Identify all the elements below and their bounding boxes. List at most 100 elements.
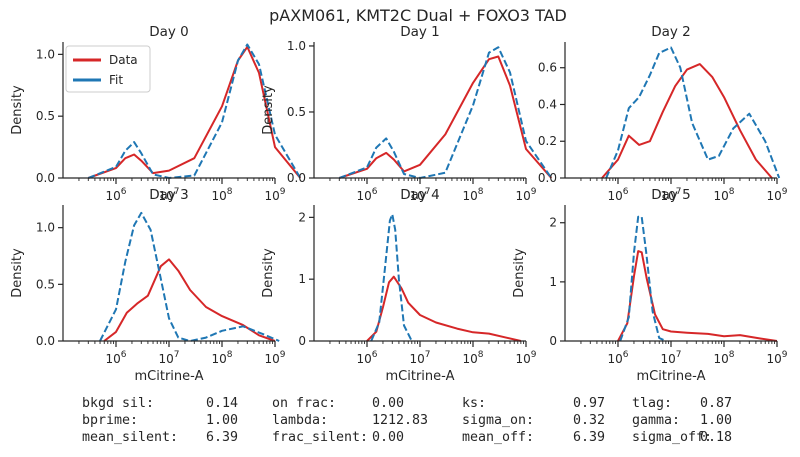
param-key: tlag: <box>632 396 673 411</box>
x-tick-label: 108 <box>713 350 734 366</box>
param-cell: frac_silent: 0.00 <box>272 429 462 446</box>
param-key: lambda: <box>272 413 329 428</box>
param-key: bprime: <box>82 413 139 428</box>
series-fit-line <box>605 46 781 179</box>
x-tick-label: 106 <box>607 187 628 203</box>
param-value: 0.00 <box>372 430 405 445</box>
param-key: ks: <box>462 396 487 411</box>
x-tick-label: 107 <box>660 350 681 366</box>
param-value: 0.18 <box>700 430 733 445</box>
x-tick-label: 108 <box>462 187 483 203</box>
x-tick-label: 108 <box>211 350 232 366</box>
param-cell: tlag: 0.87 <box>632 395 792 412</box>
series-fit-line <box>87 43 302 179</box>
series-fit-line <box>99 211 280 342</box>
param-cell: mean_silent: 6.39 <box>82 429 272 446</box>
param-cell: lambda: 1212.83 <box>272 412 462 429</box>
param-cell: bkgd sil: 0.14 <box>82 395 272 412</box>
y-axis-label: Density <box>261 248 276 298</box>
y-axis-label: Density <box>10 248 25 298</box>
series-data-line <box>601 63 773 179</box>
x-axis-label: mCitrine-A <box>135 369 204 384</box>
param-key: frac_silent: <box>272 430 369 445</box>
param-row: bprime: 1.00 lambda: 1212.83 sigma_on: 0.32 ga… <box>82 412 792 429</box>
param-value: 1212.83 <box>372 413 429 428</box>
y-tick-label: 2 <box>298 210 306 224</box>
param-key: sigma_on: <box>462 413 535 428</box>
y-tick-label: 0.2 <box>538 134 557 148</box>
param-value: 0.00 <box>372 396 405 411</box>
y-tick-label: 0 <box>549 334 557 348</box>
y-tick-label: 1.0 <box>287 39 306 53</box>
x-tick-label: 108 <box>211 187 232 203</box>
y-axis-label: Density <box>10 85 25 135</box>
x-tick-label: 107 <box>660 187 681 203</box>
param-value: 0.14 <box>206 396 239 411</box>
y-tick-label: 0 <box>298 334 306 348</box>
series-data-line <box>87 45 302 179</box>
param-key: bkgd sil: <box>82 396 155 411</box>
param-row: bkgd sil: 0.14 on frac: 0.00 ks: 0.97 tlag: 0.8… <box>82 395 792 412</box>
y-tick-label: 2 <box>549 216 557 230</box>
series-fit-line <box>370 213 413 342</box>
param-cell: sigma_on: 0.32 <box>462 412 632 429</box>
panel-1: 0.0 0.5 1.0 106 107 108 109 Day 1 Density <box>261 24 553 203</box>
x-tick-label: 109 <box>766 187 787 203</box>
y-tick-label: 1.0 <box>36 47 55 61</box>
param-row: mean_silent: 6.39 frac_silent: 0.00 mean_off… <box>82 429 792 446</box>
y-axis-label: Density <box>261 85 276 135</box>
y-tick-label: 0.5 <box>287 105 306 119</box>
panel-title: Day 2 <box>651 24 691 40</box>
series-data-line <box>338 55 553 179</box>
x-tick-label: 106 <box>356 350 377 366</box>
panel-3: 0.0 0.5 1.0 106 107 108 109 Day 3 Density mCitrin… <box>10 187 286 384</box>
param-key: mean_off: <box>462 430 535 445</box>
y-axis-label: Density <box>512 248 527 298</box>
x-axis-label: mCitrine-A <box>637 369 706 384</box>
param-cell: mean_off: 6.39 <box>462 429 632 446</box>
x-tick-label: 106 <box>105 350 126 366</box>
param-value: 0.87 <box>700 396 733 411</box>
panel-title: Day 0 <box>149 24 189 40</box>
x-tick-label: 108 <box>462 350 483 366</box>
param-key: gamma: <box>632 413 681 428</box>
param-value: 1.00 <box>700 413 733 428</box>
x-tick-label: 106 <box>105 187 126 203</box>
panel-title: Day 5 <box>651 187 691 203</box>
y-tick-label: 1 <box>549 275 557 289</box>
legend-label: Fit <box>109 73 123 87</box>
y-tick-label: 1.0 <box>36 221 55 235</box>
y-tick-label: 1 <box>298 272 306 286</box>
param-value: 6.39 <box>573 430 606 445</box>
y-tick-label: 0.0 <box>287 171 306 185</box>
x-tick-label: 107 <box>158 187 179 203</box>
param-cell: ks: 0.97 <box>462 395 632 412</box>
series-data-line <box>617 250 778 342</box>
param-cell: on frac: 0.00 <box>272 395 462 412</box>
x-tick-label: 106 <box>356 187 377 203</box>
x-tick-label: 109 <box>264 350 285 366</box>
param-value: 0.32 <box>573 413 606 428</box>
param-value: 1.00 <box>206 413 239 428</box>
y-tick-label: 0.5 <box>36 277 55 291</box>
panel-5: 0 1 2 106 107 108 109 Day 5 Density mCitrine-A <box>512 187 788 384</box>
series-fit-line <box>338 46 553 179</box>
y-tick-label: 0.5 <box>36 109 55 123</box>
y-tick-label: 0.6 <box>538 61 557 75</box>
y-tick-label: 0.0 <box>36 334 55 348</box>
series-data-line <box>103 258 276 342</box>
parameter-table: bkgd sil: 0.14 on frac: 0.00 ks: 0.97 tlag: 0.8… <box>82 395 792 446</box>
panel-title: Day 3 <box>149 187 189 203</box>
x-tick-label: 109 <box>515 187 536 203</box>
x-tick-label: 108 <box>713 187 734 203</box>
panel-title: Day 4 <box>400 187 440 203</box>
param-value: 6.39 <box>206 430 239 445</box>
panel-0: 0.0 0.5 1.0 106 107 108 109 Day 0 Density Data Fit <box>10 24 302 203</box>
param-key: on frac: <box>272 396 337 411</box>
y-tick-label: 0.0 <box>538 171 557 185</box>
x-tick-label: 106 <box>607 350 628 366</box>
param-key: mean_silent: <box>82 430 179 445</box>
x-axis-label: mCitrine-A <box>386 369 455 384</box>
param-cell: sigma_off: 0.18 <box>632 429 792 446</box>
